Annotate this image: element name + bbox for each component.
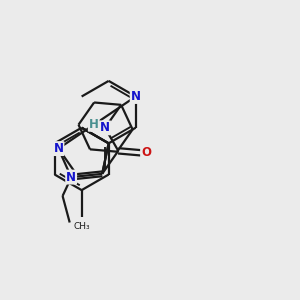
Text: N: N xyxy=(66,171,76,184)
Text: CH₃: CH₃ xyxy=(73,222,90,231)
Text: O: O xyxy=(141,146,151,159)
Text: H: H xyxy=(89,118,99,131)
Text: N: N xyxy=(53,142,63,155)
Text: N: N xyxy=(131,90,141,103)
Text: N: N xyxy=(100,122,110,134)
